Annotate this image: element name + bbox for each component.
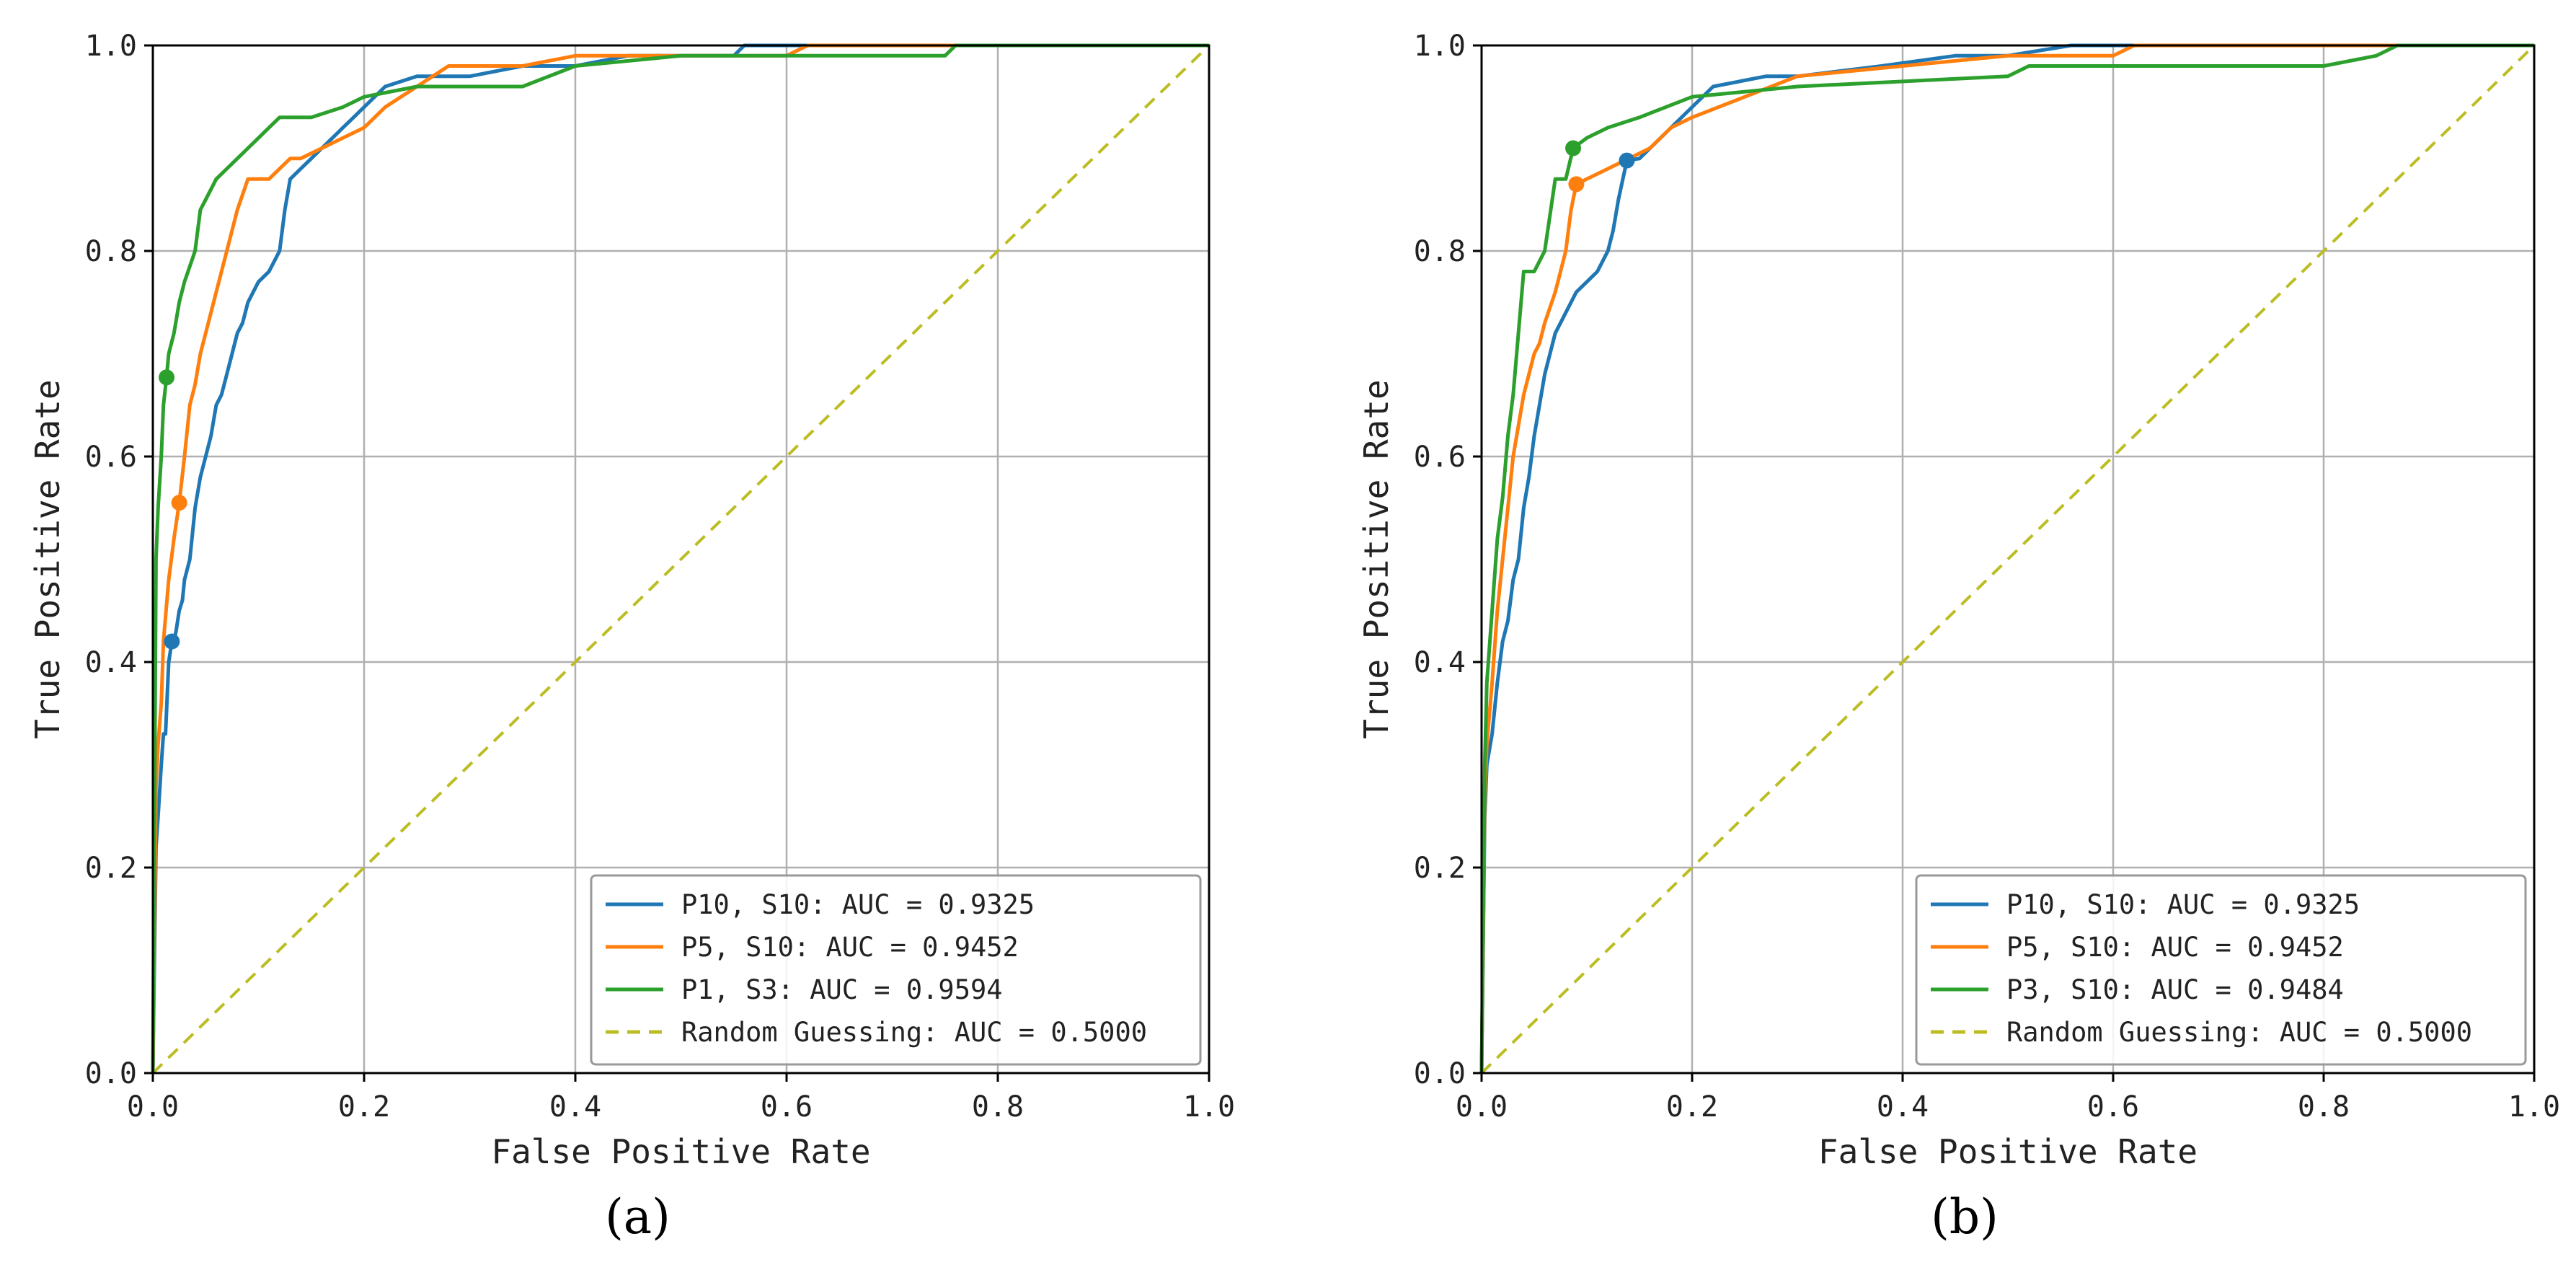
legend-box [590,874,1202,1066]
y-tick-labels: 0.0 0.2 0.4 0.6 0.8 1.0 [1414,30,1466,1090]
tick-marks [144,44,1210,1082]
threshold-markers [159,369,187,650]
x-axis-label: False Positive Rate [1818,1132,2197,1171]
random-guessing-line [1480,44,2536,1075]
x-tick-label: 0.6 [2087,1090,2139,1124]
axes-frame [151,44,1210,1075]
x-tick-label: 0.8 [2298,1090,2350,1124]
x-tick-label: 0.0 [127,1090,179,1124]
threshold-marker-series-0 [164,633,180,650]
legend-entry-label: P10, S10: AUC = 0.9325 [2006,889,2360,920]
x-tick-labels: 0.0 0.2 0.4 0.6 0.8 1.0 [1456,1090,2560,1124]
x-tick-label: 1.0 [2508,1090,2560,1124]
threshold-marker-series-1 [1568,176,1585,193]
y-tick-label: 0.6 [85,441,137,474]
series-line-random-guessing [151,44,1210,1075]
tick-marks [1473,44,2536,1082]
y-tick-label: 1.0 [85,30,137,63]
axes-frame [1480,44,2536,1075]
y-tick-label: 0.8 [85,235,137,268]
x-tick-label: 0.6 [761,1090,813,1124]
threshold-marker-series-2 [159,369,175,386]
legend-entry-label: Random Guessing: AUC = 0.5000 [681,1017,1147,1048]
x-axis-label: False Positive Rate [491,1132,870,1171]
x-tick-label: 0.8 [972,1090,1024,1124]
legend-entry-label: P1, S3: AUC = 0.9594 [681,974,1003,1005]
y-tick-label: 0.4 [1414,646,1466,679]
panel-label: (b) [1931,1189,1999,1245]
threshold-marker-series-2 [1565,140,1582,156]
x-tick-label: 0.2 [338,1090,390,1124]
y-tick-label: 0.6 [1414,441,1466,474]
roc-curve-series-1 [1479,43,2534,1074]
y-tick-label: 0.2 [1414,852,1466,885]
x-tick-label: 0.2 [1666,1090,1718,1124]
y-axis-label: True Positive Rate [1357,379,1396,739]
x-tick-label: 0.4 [549,1090,601,1124]
chart-panel-a: 0.0 0.2 0.4 0.6 0.8 1.0 0.0 0.2 0.4 0.6 … [28,30,1235,1245]
y-tick-label: 0.4 [85,646,137,679]
legend: P10, S10: AUC = 0.9325 P5, S10: AUC = 0.… [590,874,1202,1066]
random-guessing-line [151,44,1210,1075]
x-tick-labels: 0.0 0.2 0.4 0.6 0.8 1.0 [127,1090,1235,1124]
legend-entry-label: Random Guessing: AUC = 0.5000 [2006,1017,2472,1048]
legend-entry-label: P10, S10: AUC = 0.9325 [681,889,1035,920]
y-axis-label: True Positive Rate [28,379,67,739]
legend-box [1915,874,2527,1066]
panel-label: (a) [605,1189,670,1245]
chart-panel-b: 0.0 0.2 0.4 0.6 0.8 1.0 0.0 0.2 0.4 0.6 … [1357,30,2560,1245]
x-tick-label: 0.0 [1456,1090,1508,1124]
y-tick-label: 0.2 [85,852,137,885]
threshold-marker-series-0 [1619,152,1635,169]
y-tick-label: 0.0 [85,1057,137,1090]
legend-entry-label: P5, S10: AUC = 0.9452 [681,932,1019,963]
threshold-marker-series-1 [171,495,187,511]
threshold-markers [1565,140,1635,193]
legend: P10, S10: AUC = 0.9325 P5, S10: AUC = 0.… [1915,874,2527,1066]
y-tick-label: 1.0 [1414,30,1466,63]
y-tick-label: 0.0 [1414,1057,1466,1090]
legend-entry-label: P3, S10: AUC = 0.9484 [2006,974,2344,1005]
y-tick-labels: 0.0 0.2 0.4 0.6 0.8 1.0 [85,30,137,1090]
roc-curve-series-2 [151,43,1209,1074]
x-tick-label: 0.4 [1877,1090,1929,1124]
y-tick-label: 0.8 [1414,235,1466,268]
series-line-random-guessing [1480,44,2536,1075]
legend-entry-label: P5, S10: AUC = 0.9452 [2006,932,2344,963]
x-tick-label: 1.0 [1183,1090,1235,1124]
